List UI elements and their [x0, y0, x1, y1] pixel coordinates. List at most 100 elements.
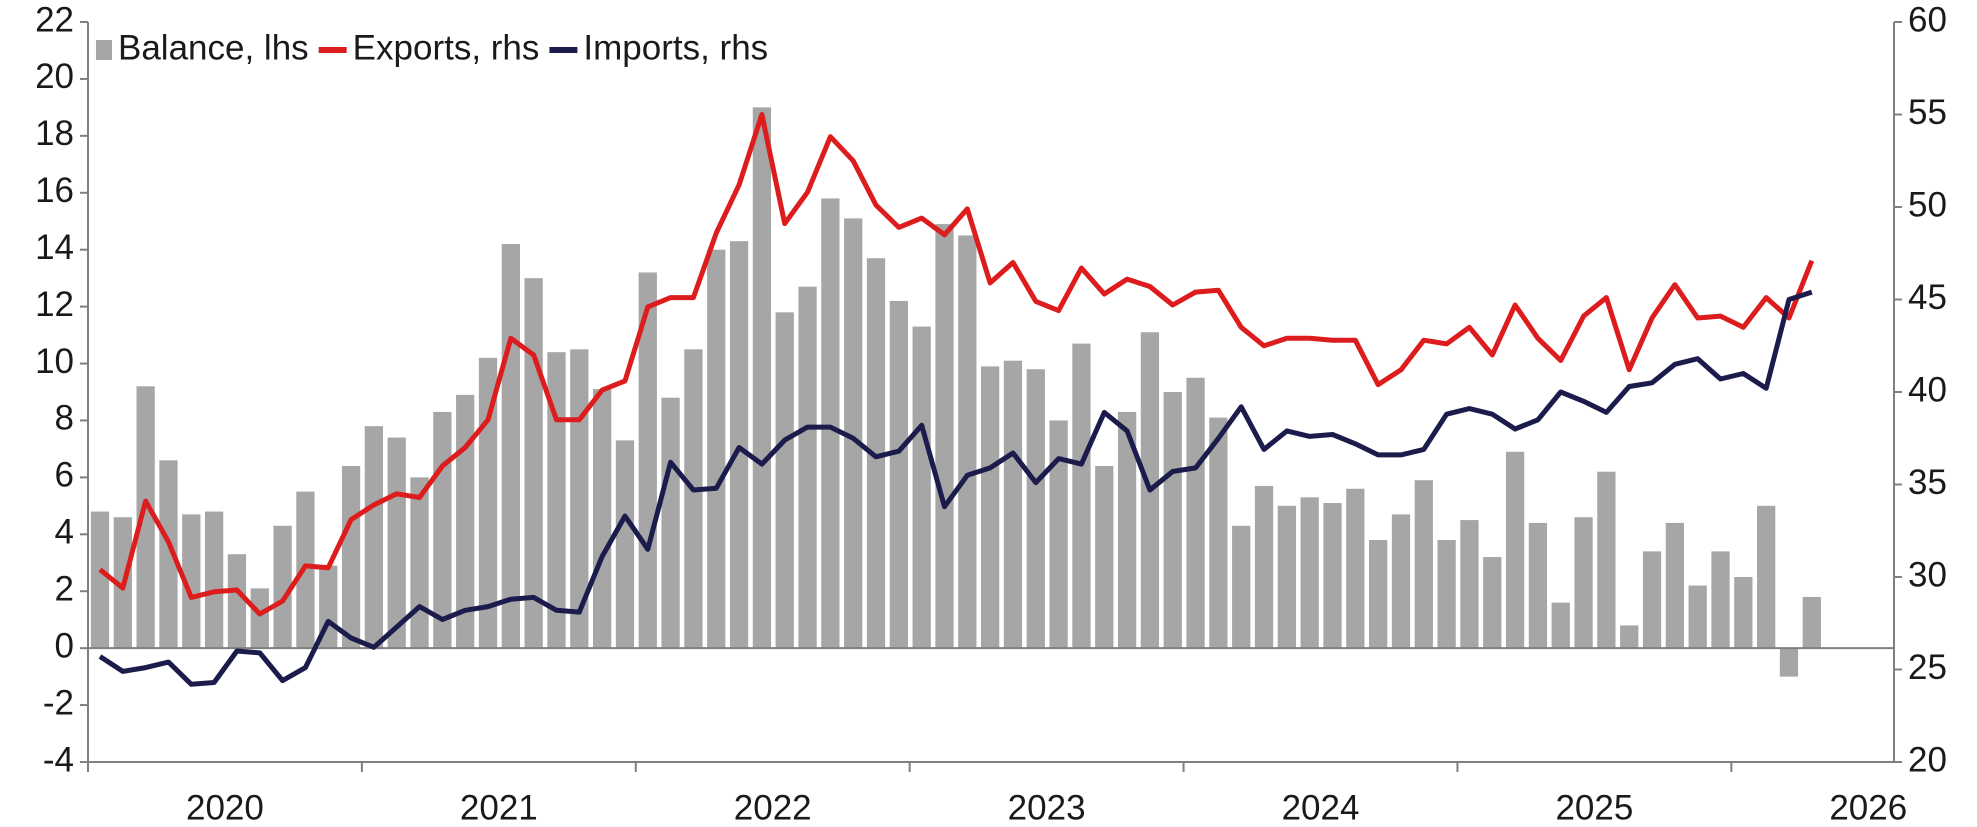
- bar: [1346, 488, 1365, 649]
- legend-label: Exports, rhs: [353, 28, 540, 67]
- bar: [729, 241, 749, 649]
- bar: [410, 477, 429, 649]
- bar: [159, 460, 178, 649]
- bar: [478, 357, 498, 649]
- y-tick-label: 22: [35, 0, 74, 39]
- bar: [1163, 392, 1182, 649]
- y2-tick-label: 25: [1908, 648, 1947, 687]
- legend-swatch: [96, 40, 112, 60]
- bar: [1369, 540, 1388, 649]
- bar: [1551, 602, 1570, 649]
- y-tick-label: 12: [35, 285, 74, 324]
- bar: [1665, 522, 1684, 649]
- bar: [821, 198, 840, 649]
- y2-tick-label: 50: [1908, 185, 1947, 224]
- bar: [684, 349, 703, 649]
- y2-tick-label: 60: [1908, 0, 1947, 39]
- bar: [981, 366, 1000, 649]
- bar: [204, 511, 224, 649]
- bar: [775, 312, 794, 649]
- bar: [707, 249, 726, 649]
- bar: [1003, 360, 1023, 649]
- y-tick-label: 6: [55, 456, 74, 495]
- x-tick-label: 2026: [1829, 788, 1907, 827]
- bar: [250, 588, 269, 649]
- bar: [1460, 520, 1479, 649]
- bar: [844, 218, 863, 649]
- bar: [935, 224, 954, 649]
- line: [98, 289, 1813, 687]
- bar: [1483, 557, 1502, 649]
- bar: [1779, 648, 1799, 677]
- bar: [752, 107, 772, 649]
- y-tick-label: 4: [55, 513, 74, 552]
- bar: [638, 272, 657, 649]
- y-tick-label: 2: [55, 569, 74, 608]
- bar: [1300, 497, 1319, 649]
- x-tick-label: 2021: [460, 788, 538, 827]
- bar: [1711, 551, 1730, 649]
- y-tick-label: 10: [35, 342, 74, 381]
- bar: [136, 386, 155, 649]
- bar: [889, 300, 908, 649]
- bar: [1505, 451, 1525, 649]
- bar: [1414, 480, 1433, 649]
- x-tick-label: 2025: [1555, 788, 1633, 827]
- x-tick-label: 2022: [734, 788, 812, 827]
- bar: [1026, 369, 1045, 649]
- bar: [1095, 466, 1114, 649]
- y2-tick-label: 45: [1908, 278, 1947, 317]
- y-tick-label: 14: [35, 228, 74, 267]
- bar: [547, 352, 566, 649]
- line: [98, 112, 1815, 617]
- x-tick-label: 2024: [1282, 788, 1360, 827]
- y2-tick-label: 20: [1908, 740, 1947, 779]
- bar: [1528, 522, 1548, 649]
- bar: [524, 278, 543, 649]
- y-tick-label: 8: [55, 399, 74, 438]
- bar: [1688, 585, 1707, 649]
- bar: [798, 286, 817, 649]
- bar: [1802, 596, 1821, 649]
- bar: [433, 411, 452, 649]
- bar: [615, 440, 635, 649]
- bar: [1186, 377, 1205, 649]
- y-tick-label: 16: [35, 171, 74, 210]
- bar: [90, 511, 110, 649]
- bar: [364, 426, 384, 649]
- bar: [866, 258, 886, 649]
- bar: [1254, 485, 1274, 649]
- bar: [1117, 411, 1137, 649]
- bar: [341, 466, 361, 649]
- bar: [1049, 420, 1068, 649]
- bar: [182, 514, 201, 649]
- bar: [387, 437, 406, 649]
- bar: [661, 397, 680, 649]
- y-tick-label: 0: [55, 626, 74, 665]
- bar: [1620, 625, 1639, 649]
- bar: [1072, 343, 1091, 649]
- legend-label: Balance, lhs: [118, 28, 309, 67]
- x-tick-label: 2020: [186, 788, 264, 827]
- bar: [1734, 577, 1753, 649]
- bar: [1574, 517, 1593, 649]
- bar: [570, 349, 589, 649]
- bar: [912, 326, 931, 649]
- bar: [1642, 551, 1662, 649]
- bar: [227, 554, 247, 649]
- bar: [1757, 505, 1776, 649]
- bar: [501, 244, 520, 649]
- y2-tick-label: 55: [1908, 93, 1947, 132]
- bar: [1391, 514, 1411, 649]
- y-tick-label: 20: [35, 57, 74, 96]
- y-tick-label: -2: [43, 683, 74, 722]
- y2-tick-label: 30: [1908, 555, 1947, 594]
- y2-tick-label: 35: [1908, 463, 1947, 502]
- bar: [593, 389, 612, 649]
- bar: [1323, 503, 1342, 649]
- y-tick-label: 18: [35, 114, 74, 153]
- bar: [1209, 417, 1228, 649]
- bar: [1232, 525, 1251, 649]
- bar: [1277, 505, 1296, 649]
